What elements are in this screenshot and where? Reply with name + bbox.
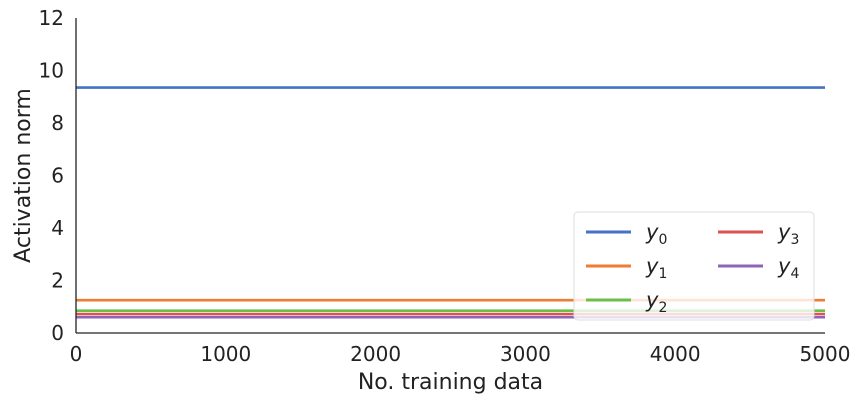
y-tick-label: 10: [39, 59, 64, 83]
y-tick-label: 4: [51, 216, 64, 240]
x-tick-label: 1000: [200, 342, 251, 366]
x-axis-label: No. training data: [358, 370, 543, 395]
legend-box: [573, 211, 815, 321]
y-axis-label: Activation norm: [11, 88, 36, 263]
y-tick-label: 12: [39, 6, 64, 30]
ticks-layer: 0 1000 2000 3000 4000 5000 0 2 4 6 8 10 12: [39, 6, 851, 366]
y-tick-label: 2: [51, 269, 64, 293]
x-tick-label: 2000: [350, 342, 401, 366]
x-tick-label: 4000: [650, 342, 701, 366]
y-tick-label: 8: [51, 111, 64, 135]
x-tick-label: 5000: [800, 342, 851, 366]
y-tick-label: 0: [51, 321, 64, 345]
x-tick-label: 3000: [500, 342, 551, 366]
x-tick-label: 0: [70, 342, 83, 366]
y-tick-label: 6: [51, 164, 64, 188]
axes-layer: [75, 18, 825, 334]
